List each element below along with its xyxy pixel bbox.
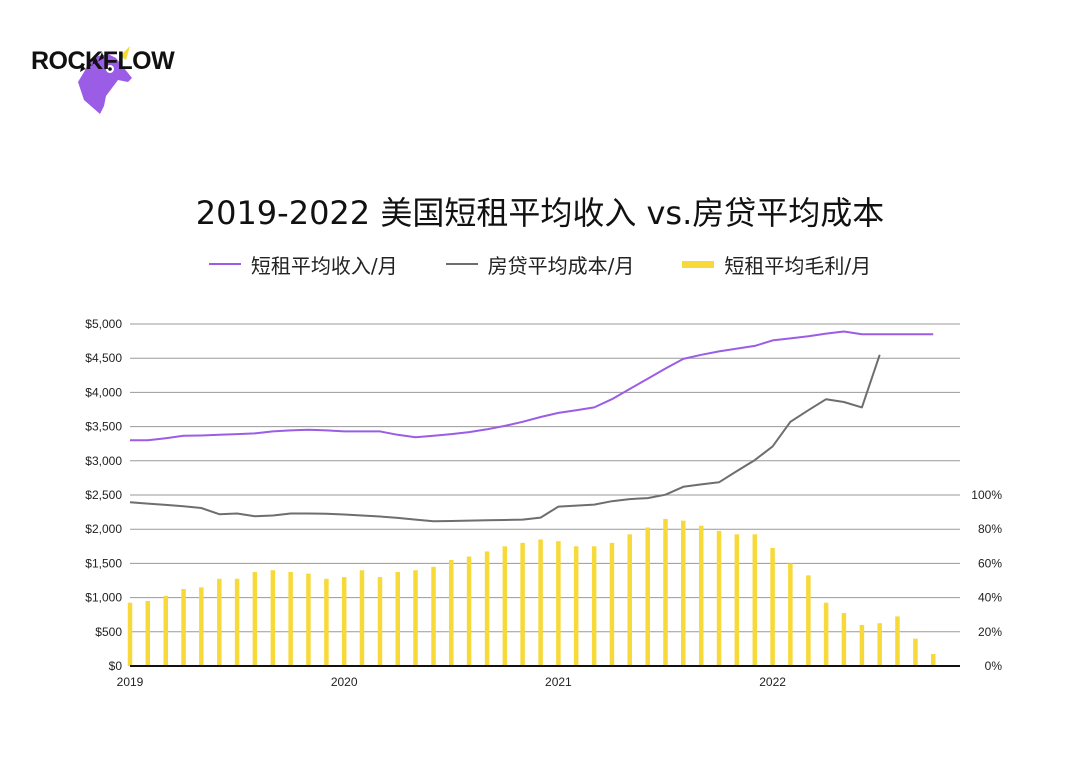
- x-tick-label: 2019: [117, 675, 144, 689]
- x-tick-label: 2022: [759, 675, 786, 689]
- bar-margin: [377, 577, 383, 666]
- series-line-mortgage: [129, 354, 881, 523]
- legend-swatch-margin: [682, 260, 715, 268]
- chart-legend: 短租平均收入/月 房贷平均成本/月 短租平均毛利/月: [0, 250, 1080, 278]
- y-left-tick-label: $1,500: [85, 556, 122, 570]
- bar-margin: [788, 563, 793, 666]
- bar-margin: [127, 602, 133, 666]
- bar-margin: [573, 546, 579, 666]
- chart-title: 2019-2022 美国短租平均收入 vs.房贷平均成本: [195, 194, 885, 232]
- bar-margin: [449, 559, 454, 666]
- bar-margin: [591, 546, 597, 666]
- bar-margin: [502, 546, 508, 666]
- y-left-tick-label: $4,500: [85, 351, 122, 365]
- bar-margin: [716, 530, 722, 666]
- legend-label-margin: 短租平均毛利/月: [724, 253, 872, 278]
- bar-margin: [734, 534, 740, 666]
- bar-margin: [823, 602, 829, 666]
- bar-margin: [466, 556, 472, 666]
- y-left-tick-label: $3,000: [85, 454, 122, 468]
- bar-margin: [930, 654, 936, 666]
- bar-margin: [877, 623, 882, 666]
- bar-margin: [520, 542, 525, 666]
- bar-margin: [234, 578, 240, 666]
- legend-item-revenue: 短租平均收入/月: [208, 250, 398, 279]
- series-line-revenue: [130, 330, 934, 442]
- bar-margin: [217, 578, 222, 666]
- bar-margin: [627, 534, 632, 666]
- legend-item-margin: 短租平均毛利/月: [682, 250, 871, 279]
- bar-margin: [270, 570, 276, 666]
- x-tick-label: 2020: [331, 675, 358, 689]
- legend-label-mortgage: 房贷平均成本/月: [487, 253, 635, 278]
- y-right-tick-label: 40%: [978, 591, 1002, 605]
- y-left-tick-label: $5,000: [85, 317, 122, 331]
- y-left-tick-label: $1,000: [85, 591, 122, 605]
- bar-margin: [681, 520, 686, 666]
- bar-margin: [645, 527, 650, 666]
- bar-margin: [341, 577, 347, 666]
- y-left-tick-label: $2,500: [85, 488, 122, 502]
- bar-margin: [306, 573, 311, 666]
- bar-margin: [324, 578, 329, 666]
- y-right-tick-label: 0%: [985, 659, 1003, 673]
- bar-margin: [770, 548, 775, 666]
- bar-margin: [859, 624, 865, 666]
- bar-margin: [199, 587, 204, 666]
- legend-swatch-mortgage: [445, 263, 478, 265]
- y-left-tick-label: $3,500: [85, 420, 122, 434]
- y-right-tick-label: 60%: [978, 556, 1002, 570]
- bar-margin: [181, 589, 186, 666]
- brand-logo: [78, 46, 132, 114]
- bar-margin: [609, 542, 615, 666]
- bar-margin: [663, 518, 668, 666]
- bar-margin: [484, 551, 490, 666]
- legend-swatch-revenue: [208, 263, 241, 265]
- legend-item-mortgage: 房贷平均成本/月: [445, 250, 635, 279]
- bar-margin: [163, 595, 169, 666]
- unicorn-head-icon: [78, 46, 132, 114]
- bar-margin: [895, 616, 900, 666]
- bar-margin: [359, 570, 365, 666]
- y-left-tick-label: $500: [95, 625, 122, 639]
- x-tick-label: 2021: [545, 675, 572, 689]
- bar-margin: [413, 570, 418, 666]
- brand-wordmark: ROCKFLOW: [31, 47, 175, 75]
- bar-margin: [699, 525, 704, 666]
- bar-margin: [841, 612, 847, 666]
- bar-margin: [431, 566, 436, 666]
- bar-margin: [288, 571, 293, 666]
- y-left-tick-label: $2,000: [85, 522, 122, 536]
- bar-margin: [913, 638, 918, 666]
- bar-margin: [395, 571, 400, 666]
- bar-margin: [752, 534, 758, 666]
- bar-margin: [556, 541, 561, 666]
- y-left-tick-label: $4,000: [85, 385, 122, 399]
- legend-label-revenue: 短租平均收入/月: [250, 253, 398, 278]
- bar-margin: [806, 575, 811, 666]
- y-right-tick-label: 100%: [971, 488, 1002, 502]
- bar-margin: [538, 539, 543, 666]
- y-left-tick-label: $0: [109, 659, 123, 673]
- bar-margin: [145, 601, 151, 666]
- y-right-tick-label: 20%: [978, 625, 1002, 639]
- y-right-tick-label: 80%: [978, 522, 1002, 536]
- bar-margin: [252, 571, 258, 666]
